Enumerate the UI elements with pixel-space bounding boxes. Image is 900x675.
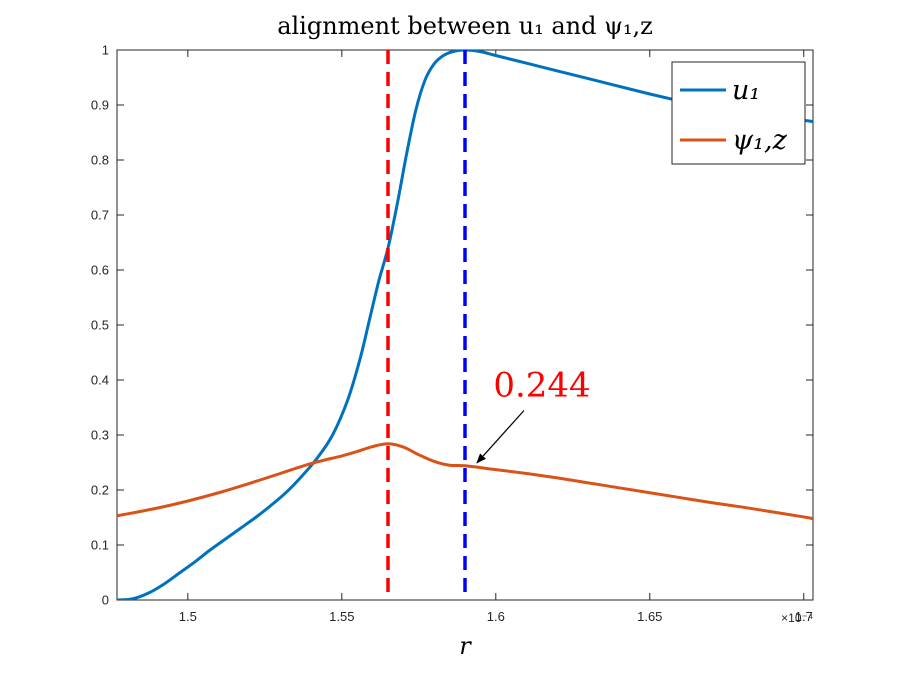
y-tick-label: 0.3 [91, 428, 109, 443]
x-tick-label: 1.65 [637, 609, 662, 624]
legend-box [671, 61, 806, 165]
legend: u₁ ψ₁,z [671, 61, 806, 165]
y-tick-label: 1 [102, 43, 109, 58]
x-axis: 1.5 1.55 1.6 1.65 1.7 [179, 50, 813, 624]
series-line-2 [117, 442, 813, 521]
annotation: 0.244 [476, 366, 591, 464]
y-tick-label: 0.1 [91, 538, 109, 553]
annotation-arrow [476, 410, 525, 464]
reference-lines [386, 50, 467, 600]
series-layer [117, 50, 813, 600]
chart-title: alignment between u₁ and ψ₁,z [277, 12, 653, 40]
x-tick-label: 1.55 [329, 609, 354, 624]
legend-label-1: u₁ [732, 75, 760, 106]
y-tick-label: 0.2 [91, 483, 109, 498]
x-axis-label: r [459, 632, 472, 660]
legend-label-2: ψ₁,z [732, 125, 788, 156]
x-axis-exponent: ×10⁻⁴ [781, 611, 813, 625]
y-tick-label: 0.6 [91, 263, 109, 278]
y-tick-label: 0 [102, 593, 109, 608]
series-line-1 [117, 50, 813, 600]
x-tick-label: 1.7 [795, 609, 813, 624]
y-tick-label: 0.7 [91, 208, 109, 223]
x-tick-label: 1.5 [179, 609, 197, 624]
annotation-label: 0.244 [493, 366, 590, 406]
x-tick-label: 1.6 [487, 609, 505, 624]
y-tick-label: 0.8 [91, 153, 109, 168]
y-axis: 0 0.1 0.2 0.3 0.4 0.5 0.6 0.7 0.8 0.9 1 [91, 43, 813, 608]
y-tick-label: 0.5 [91, 318, 109, 333]
y-tick-label: 0.9 [91, 98, 109, 113]
y-tick-label: 0.4 [91, 373, 109, 388]
